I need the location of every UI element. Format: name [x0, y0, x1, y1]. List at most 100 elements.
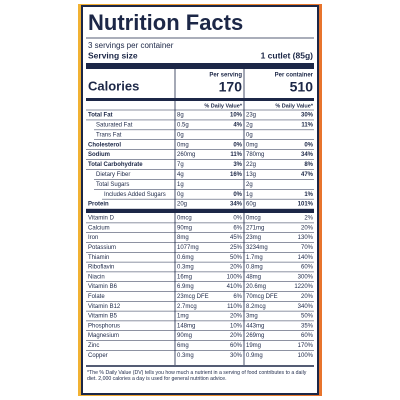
amount: 2g [246, 122, 253, 128]
amount: 4g [177, 172, 184, 178]
amount: 0mcg [177, 216, 192, 222]
thick-rule [86, 209, 314, 213]
daily-value: 30% [230, 353, 243, 359]
daily-value: 110% [227, 304, 243, 310]
amount: 8.2mcg [246, 304, 266, 310]
title: Nutrition Facts [88, 10, 243, 35]
daily-value: 34% [230, 202, 243, 208]
daily-value: 25% [230, 245, 243, 251]
amount: 0mg [177, 142, 189, 148]
daily-value: 45% [230, 235, 243, 241]
daily-value: 8% [304, 162, 313, 168]
nutrient-name: Calcium [88, 225, 110, 231]
nutrient-name: Total Carbohydrate [88, 162, 143, 168]
nutrient-name: Vitamin B12 [88, 304, 121, 310]
nutrient-name: Copper [88, 353, 108, 359]
amount: 90mg [177, 225, 192, 231]
nutrient-name: Total Fat [88, 113, 113, 119]
column-heading: Per serving [209, 73, 242, 79]
daily-value: 3% [233, 162, 242, 168]
amount: 148mg [177, 323, 195, 329]
nutrient-name: Iron [88, 235, 98, 241]
daily-value: 2% [304, 216, 313, 222]
amount: 60g [246, 202, 256, 208]
nutrient-name: Sodium [88, 152, 110, 158]
nutrient-name: Dietary Fiber [96, 172, 130, 178]
daily-value: 47% [301, 172, 314, 178]
daily-value: 410% [227, 284, 243, 290]
daily-value: 20% [230, 333, 243, 339]
amount: 1g [246, 192, 253, 198]
daily-value: 16% [230, 172, 243, 178]
nutrient-name: Riboflavin [88, 265, 114, 271]
daily-value: 60% [230, 343, 243, 349]
amount: 13g [246, 172, 256, 178]
daily-value: 50% [301, 314, 314, 320]
amount: 90mg [177, 333, 192, 339]
nutrient-name: Magnesium [88, 333, 119, 339]
amount: 23mcg DFE [177, 294, 209, 300]
amount: 6mg [177, 343, 189, 349]
amount: 0.6mg [177, 255, 194, 261]
thick-rule [86, 98, 314, 101]
amount: 0.5g [177, 122, 189, 128]
nutrient-name: Folate [88, 294, 105, 300]
daily-value: 60% [301, 265, 314, 271]
nutrient-name: Vitamin B5 [88, 314, 118, 320]
amount: 269mg [246, 333, 264, 339]
nutrient-name: Vitamin D [88, 216, 115, 222]
amount: 20.6mg [246, 284, 266, 290]
daily-value: 11% [301, 122, 313, 128]
daily-value: 140% [298, 255, 314, 261]
daily-value: 50% [230, 255, 243, 261]
calories-label: Calories [88, 78, 139, 93]
daily-value: 300% [298, 274, 314, 280]
daily-value: 20% [230, 265, 243, 271]
daily-value: 11% [230, 152, 242, 158]
amount: 48mg [246, 274, 261, 280]
nutrient-name: Cholesterol [88, 142, 121, 148]
nutrient-name: Thiamin [88, 255, 109, 261]
amount: 3mg [246, 314, 258, 320]
servings: 3 servings per container [88, 41, 174, 50]
amount: 0.8mg [246, 265, 263, 271]
nutrient-name: Niacin [88, 274, 105, 280]
amount: 2g [246, 182, 253, 188]
amount: 0.3mg [177, 353, 194, 359]
daily-value: 130% [298, 235, 314, 241]
label-box [81, 5, 319, 395]
amount: 20g [177, 202, 187, 208]
amount: 8mg [177, 235, 189, 241]
daily-value: 10% [230, 113, 243, 119]
column-heading: Per container [275, 73, 314, 79]
daily-value: 1% [304, 192, 313, 198]
daily-value: 0% [233, 142, 242, 148]
amount: 7g [177, 162, 184, 168]
daily-value: 6% [233, 225, 242, 231]
daily-value: 20% [301, 225, 314, 231]
nutrient-name: Protein [88, 202, 109, 208]
nutrient-name: Vitamin B6 [88, 284, 118, 290]
amount: 443mg [246, 323, 264, 329]
daily-value: 0% [304, 142, 313, 148]
daily-value: 20% [230, 314, 243, 320]
dv-heading: % Daily Value* [275, 103, 313, 109]
amount: 1g [177, 182, 184, 188]
daily-value: 30% [301, 113, 314, 119]
daily-value: 6% [233, 294, 242, 300]
amount: 0.3mg [177, 265, 194, 271]
nutrient-name: Zinc [88, 343, 99, 349]
amount: 8g [177, 113, 184, 119]
amount: 0mg [246, 142, 258, 148]
amount: 2.7mcg [177, 304, 197, 310]
amount: 0.9mg [246, 353, 263, 359]
daily-value: 0% [233, 216, 242, 222]
amount: 1077mg [177, 245, 199, 251]
amount: 6.9mg [177, 284, 194, 290]
calories-value: 510 [290, 79, 314, 95]
amount: 0g [177, 132, 184, 138]
amount: 1.7mg [246, 255, 263, 261]
daily-value: 20% [301, 294, 314, 300]
daily-value: 101% [298, 202, 314, 208]
